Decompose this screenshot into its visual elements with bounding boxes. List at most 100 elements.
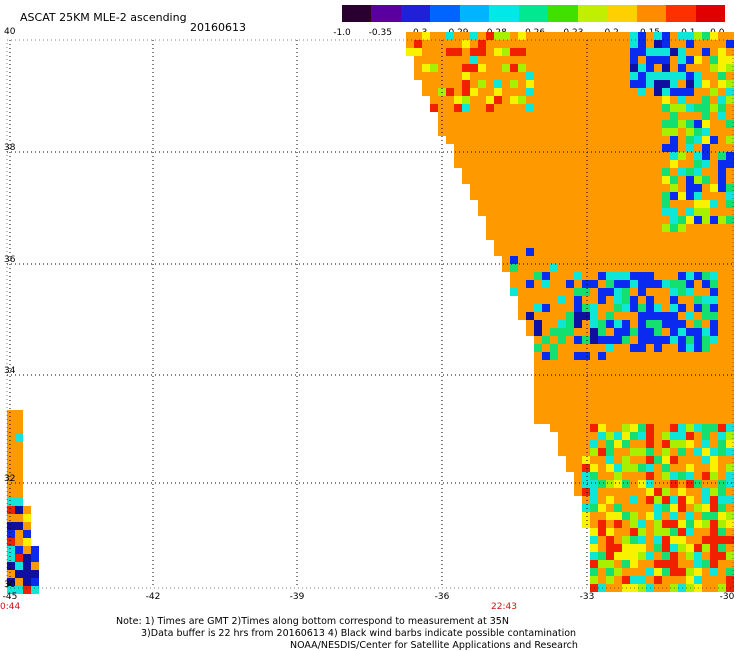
swath-cell xyxy=(614,384,622,392)
swath-cell xyxy=(678,136,686,144)
swath-cell xyxy=(638,112,646,120)
colorbar-label: -1.0 xyxy=(333,28,351,38)
swath-cell xyxy=(662,240,670,248)
swath-cell xyxy=(630,248,638,256)
swath-cell xyxy=(638,344,646,352)
swath-cell xyxy=(670,200,678,208)
swath-cell xyxy=(702,528,710,536)
swath-cell xyxy=(470,192,478,200)
swath-cell xyxy=(510,160,518,168)
swath-cell xyxy=(622,144,630,152)
swath-cell xyxy=(574,280,582,288)
swath-cell xyxy=(550,128,558,136)
swath-cell xyxy=(678,112,686,120)
swath-cell xyxy=(598,560,606,568)
swath-cell xyxy=(654,240,662,248)
swath-cell xyxy=(654,472,662,480)
swath-cell xyxy=(462,152,470,160)
swath-cell xyxy=(678,352,686,360)
swath-cell xyxy=(590,424,598,432)
swath-cell xyxy=(718,552,726,560)
swath-cell xyxy=(542,176,550,184)
swath-cell xyxy=(606,208,614,216)
swath-cell xyxy=(686,128,694,136)
swath-cell xyxy=(710,200,718,208)
swath-cell xyxy=(31,554,39,562)
swath-cell xyxy=(622,184,630,192)
swath-cell xyxy=(718,400,726,408)
swath-cell xyxy=(710,368,718,376)
swath-cell xyxy=(718,160,726,168)
swath-cell xyxy=(590,336,598,344)
swath-cell xyxy=(566,432,574,440)
swath-cell xyxy=(678,520,686,528)
swath-cell xyxy=(614,472,622,480)
swath-cell xyxy=(502,144,510,152)
swath-cell xyxy=(702,152,710,160)
swath-cell xyxy=(710,536,718,544)
swath-cell xyxy=(654,280,662,288)
swath-cell xyxy=(686,88,694,96)
swath-cell xyxy=(590,528,598,536)
swath-cell xyxy=(590,392,598,400)
swath-cell xyxy=(534,232,542,240)
swath-cell xyxy=(550,168,558,176)
swath-cell xyxy=(550,224,558,232)
swath-cell xyxy=(686,288,694,296)
swath-cell xyxy=(726,280,734,288)
swath-cell xyxy=(678,424,686,432)
swath-cell xyxy=(542,328,550,336)
swath-cell xyxy=(598,64,606,72)
swath-cell xyxy=(662,160,670,168)
swath-cell xyxy=(558,64,566,72)
swath-cell xyxy=(542,200,550,208)
swath-cell xyxy=(718,408,726,416)
swath-cell xyxy=(646,136,654,144)
swath-cell xyxy=(590,400,598,408)
swath-cell xyxy=(486,176,494,184)
swath-cell xyxy=(518,176,526,184)
swath-cell xyxy=(7,482,15,490)
swath-cell xyxy=(574,456,582,464)
swath-cell xyxy=(574,184,582,192)
swath-cell xyxy=(646,336,654,344)
swath-cell xyxy=(598,216,606,224)
swath-cell xyxy=(710,480,718,488)
swath-cell xyxy=(694,464,702,472)
swath-cell xyxy=(686,424,694,432)
swath-cell xyxy=(574,304,582,312)
swath-cell xyxy=(470,120,478,128)
swath-cell xyxy=(710,392,718,400)
swath-cell xyxy=(702,272,710,280)
swath-cell xyxy=(670,368,678,376)
swath-cell xyxy=(726,576,734,584)
swath-cell xyxy=(414,56,422,64)
swath-cell xyxy=(702,64,710,72)
swath-cell xyxy=(678,392,686,400)
swath-cell xyxy=(15,562,23,570)
swath-cell xyxy=(694,416,702,424)
swath-cell xyxy=(702,440,710,448)
swath-cell xyxy=(550,320,558,328)
swath-cell xyxy=(646,448,654,456)
swath-cell xyxy=(590,304,598,312)
swath-cell xyxy=(542,184,550,192)
colorbar-swatch xyxy=(666,5,696,22)
swath-cell xyxy=(462,144,470,152)
swath-cell xyxy=(582,40,590,48)
swath-cell xyxy=(662,512,670,520)
swath-cell xyxy=(590,576,598,584)
swath-cell xyxy=(606,552,614,560)
swath-cell xyxy=(638,96,646,104)
swath-cell xyxy=(614,264,622,272)
swath-cell xyxy=(686,528,694,536)
swath-cell xyxy=(646,576,654,584)
swath-cell xyxy=(598,224,606,232)
swath-cell xyxy=(726,56,734,64)
swath-cell xyxy=(526,144,534,152)
swath-cell xyxy=(574,88,582,96)
swath-cell xyxy=(662,552,670,560)
swath-cell xyxy=(478,152,486,160)
swath-cell xyxy=(638,104,646,112)
swath-cell xyxy=(574,488,582,496)
